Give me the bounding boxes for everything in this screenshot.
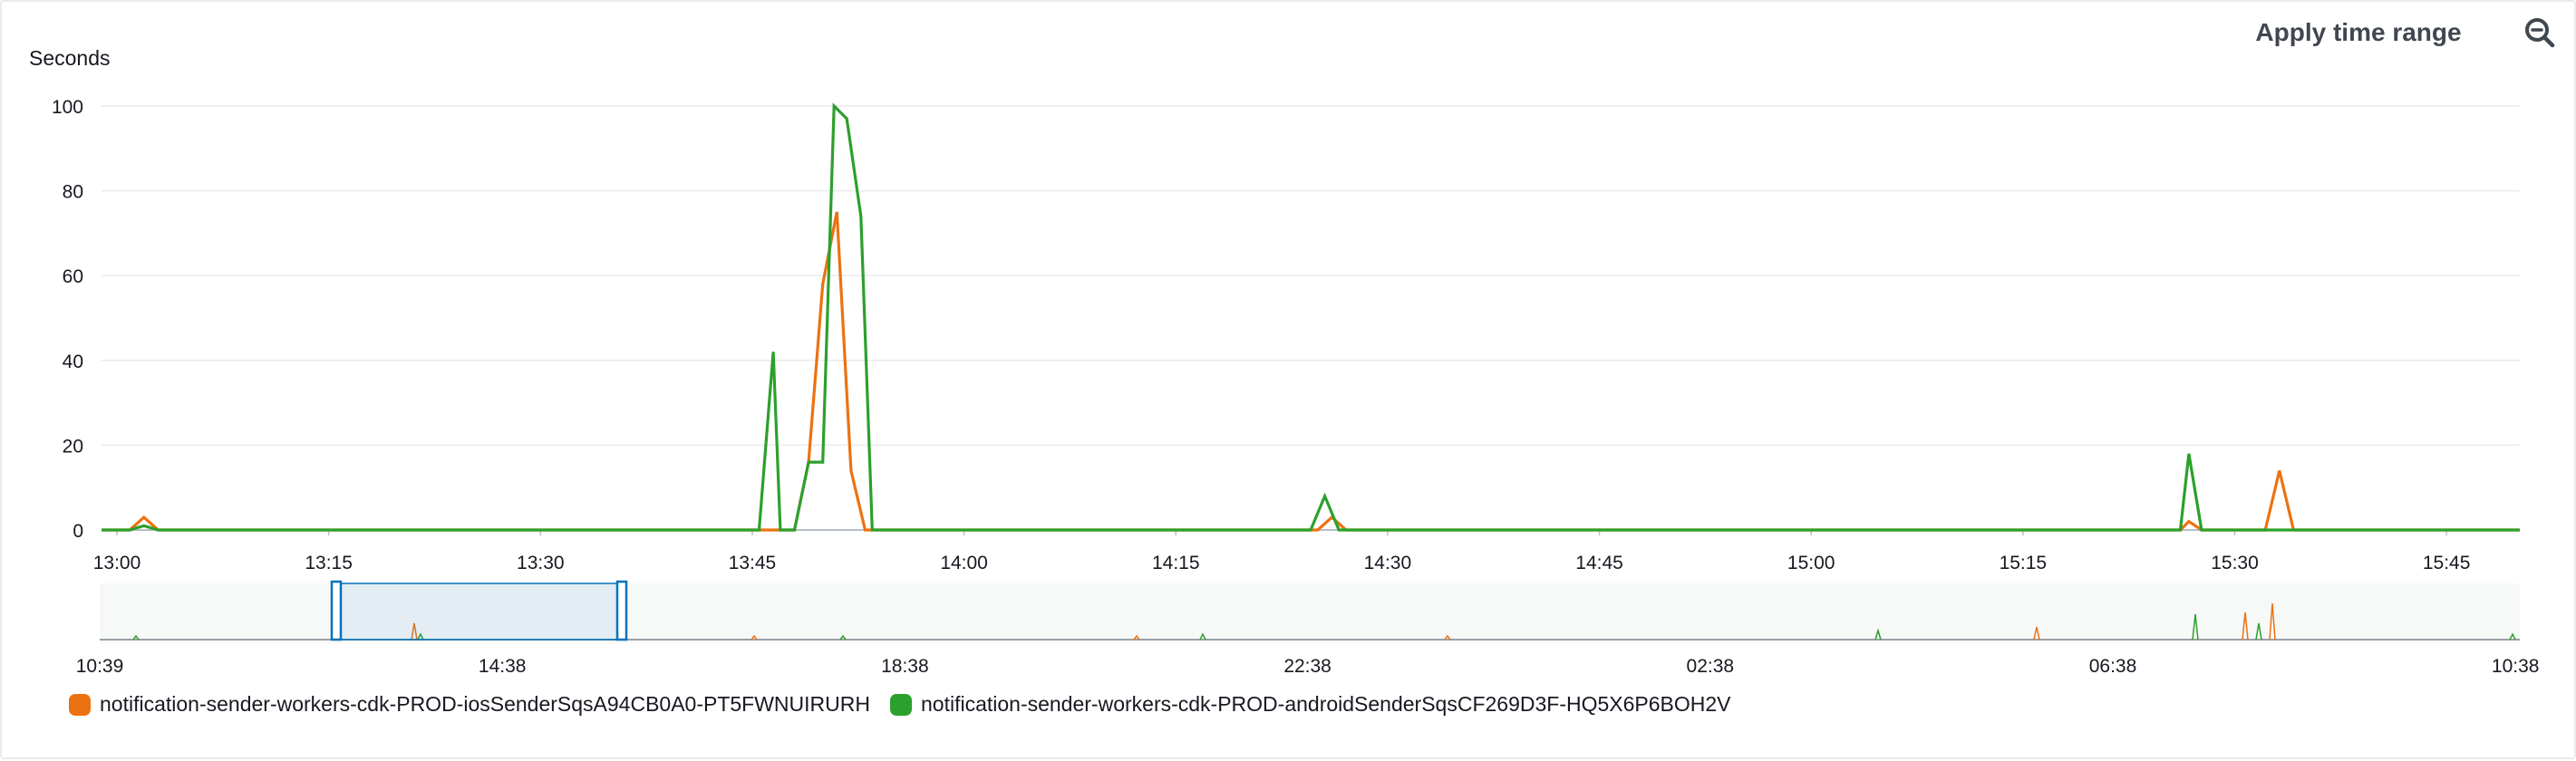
series-line-android[interactable]	[102, 102, 2520, 532]
overview-background	[100, 583, 2520, 643]
x-tick-label: 14:15	[1152, 553, 1200, 573]
overview-tick-label: 10:39	[76, 656, 124, 677]
overview-handle-left[interactable]	[330, 580, 343, 641]
x-tick-labels: 13:00 13:15 13:30 13:45 14:00 14:15 14:30 14:45…	[93, 530, 2471, 573]
y-tick-label: 100	[52, 97, 83, 118]
series-lines	[102, 102, 2520, 532]
legend-label-ios: notification-sender-workers-cdk-PROD-ios…	[100, 692, 870, 716]
overview-spike	[2269, 602, 2276, 641]
y-tick-label: 40	[63, 352, 83, 372]
overview-spike	[2255, 622, 2262, 641]
overview-spike	[751, 634, 758, 641]
y-tick-label: 80	[63, 182, 83, 203]
overview-spike	[2509, 632, 2516, 641]
y-tick-label: 60	[63, 266, 83, 287]
x-tick-label: 15:00	[1787, 553, 1835, 573]
legend-label-android: notification-sender-workers-cdk-PROD-and…	[920, 692, 1731, 716]
y-tick-labels: 0 20 40 60 80 100	[52, 97, 83, 542]
overview-spike	[1444, 634, 1451, 641]
zoom-out-magnifier-icon	[2525, 18, 2555, 48]
overview-spike	[839, 634, 847, 641]
series-line-ios[interactable]	[102, 211, 2520, 532]
x-tick-label: 14:00	[940, 553, 988, 573]
overview-spike	[2242, 612, 2249, 641]
y-axis-label: Seconds	[29, 46, 111, 70]
overview-selection[interactable]	[335, 583, 623, 641]
x-tick-label: 15:45	[2423, 553, 2471, 573]
overview-spike	[1199, 632, 1206, 641]
grid-lines	[102, 105, 2520, 531]
overview-spike	[132, 634, 140, 641]
overview-spike	[2192, 613, 2199, 641]
zoom-out-button[interactable]	[2520, 13, 2560, 53]
overview-spike	[417, 632, 424, 641]
apply-time-range-button[interactable]: Apply time range	[2241, 14, 2476, 51]
x-tick-label: 14:45	[1575, 553, 1623, 573]
overview-tick-label: 02:38	[1687, 656, 1735, 677]
legend: notification-sender-workers-cdk-PROD-ios…	[69, 692, 1751, 717]
overview-tick-label: 06:38	[2089, 656, 2137, 677]
overview-spike	[2033, 626, 2040, 641]
x-tick-label: 15:30	[2211, 553, 2259, 573]
overview-tick-label: 14:38	[479, 656, 527, 677]
overview-tick-labels: 10:39 14:38 18:38 22:38 02:38 06:38 10:38	[76, 656, 2540, 677]
overview-tick-label: 18:38	[881, 656, 929, 677]
legend-item-ios[interactable]: notification-sender-workers-cdk-PROD-ios…	[69, 692, 870, 717]
x-tick-label: 13:45	[729, 553, 777, 573]
overview-tick-label: 10:38	[2492, 656, 2540, 677]
legend-swatch-android	[889, 693, 912, 716]
time-range-overview[interactable]	[100, 580, 2520, 643]
legend-swatch-ios	[69, 693, 91, 716]
x-tick-label: 13:30	[517, 553, 565, 573]
overview-spike	[1133, 634, 1140, 641]
x-tick-label: 15:15	[2000, 553, 2048, 573]
y-tick-label: 0	[73, 521, 83, 542]
x-tick-label: 13:15	[305, 553, 353, 573]
y-tick-label: 20	[63, 436, 83, 457]
legend-item-android[interactable]: notification-sender-workers-cdk-PROD-and…	[889, 692, 1731, 717]
overview-spike	[1874, 628, 1882, 641]
x-tick-label: 13:00	[93, 553, 141, 573]
overview-handle-right[interactable]	[615, 580, 628, 641]
overview-spike	[411, 622, 418, 641]
x-tick-label: 14:30	[1364, 553, 1412, 573]
overview-tick-label: 22:38	[1283, 656, 1332, 677]
